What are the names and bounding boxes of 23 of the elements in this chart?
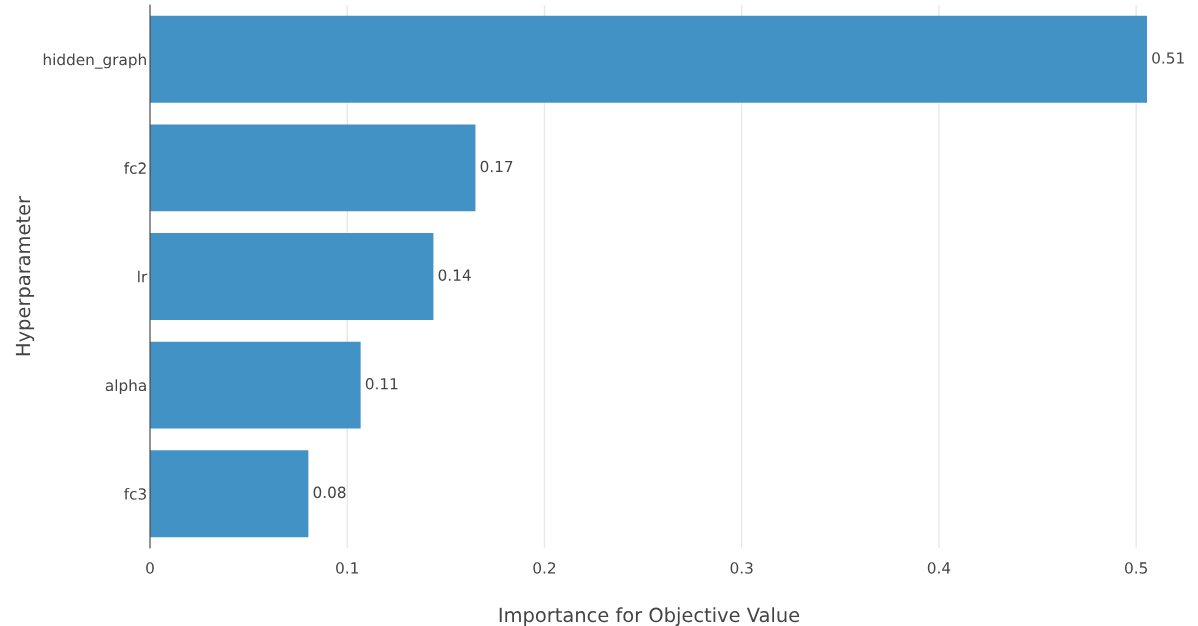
x-tick-label: 0.2 bbox=[533, 562, 556, 574]
x-tick-label: 0.3 bbox=[730, 562, 753, 574]
bar bbox=[150, 450, 309, 538]
data-label: 0.08 bbox=[313, 486, 346, 499]
data-label: 0.51 bbox=[1152, 52, 1184, 64]
data-label: 0.11 bbox=[365, 377, 398, 390]
x-tick-label: 0.5 bbox=[1125, 562, 1147, 574]
bar bbox=[150, 124, 476, 212]
x-axis-title: Importance for Objective Value bbox=[499, 607, 800, 626]
x-tick-label: 0.4 bbox=[927, 562, 951, 574]
y-tick-label: hidden_graph bbox=[43, 53, 146, 69]
y-axis-title: Hyperparameter bbox=[15, 195, 35, 356]
bar bbox=[150, 15, 1148, 103]
data-label: 0.17 bbox=[480, 160, 513, 173]
y-tick-label: lr bbox=[138, 270, 148, 283]
data-label: 0.14 bbox=[438, 269, 471, 281]
y-tick-label: alpha bbox=[105, 379, 146, 395]
bar bbox=[150, 341, 361, 429]
x-tick-label: 0.1 bbox=[336, 562, 358, 574]
y-tick-label: fc2 bbox=[124, 162, 146, 174]
y-tick-label: fc3 bbox=[124, 487, 146, 500]
bar bbox=[150, 233, 434, 320]
x-tick-label: 0 bbox=[146, 562, 154, 574]
